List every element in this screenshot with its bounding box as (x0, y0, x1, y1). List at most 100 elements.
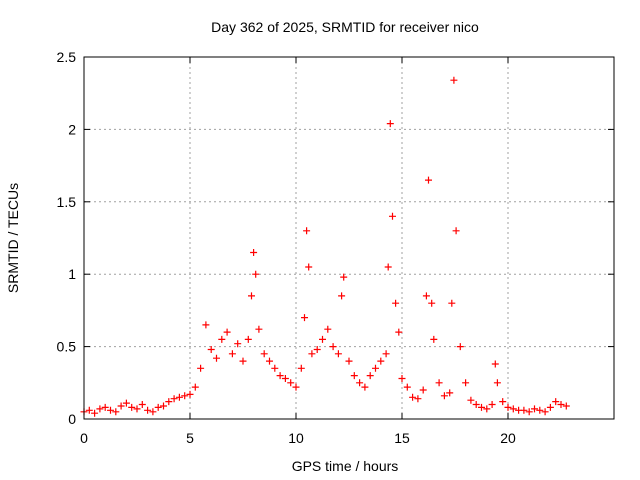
data-point (520, 406, 528, 414)
data-point (483, 405, 491, 413)
data-point (425, 176, 432, 184)
x-tick-label: 10 (288, 430, 304, 446)
data-point (491, 360, 499, 368)
data-point (271, 364, 279, 372)
data-point (428, 299, 436, 307)
data-point (186, 390, 194, 398)
data-point (313, 346, 321, 353)
data-point (546, 403, 554, 411)
data-point (281, 375, 289, 382)
data-point (91, 409, 99, 417)
y-tick-labels: 0 0.5 1 1.5 2 2.5 (57, 49, 77, 427)
data-point (303, 227, 311, 235)
data-point (446, 389, 454, 397)
x-tick-label: 20 (500, 430, 516, 446)
data-point (334, 350, 342, 358)
data-point (345, 357, 353, 365)
data-point (107, 406, 114, 414)
data-point (440, 392, 448, 400)
data-point (525, 408, 533, 416)
data-point (197, 364, 205, 372)
data-point (389, 212, 396, 220)
data-point (557, 401, 565, 408)
data-point (414, 395, 422, 403)
data-point (234, 340, 242, 348)
data-point (266, 357, 273, 365)
y-tick-label: 0 (68, 411, 76, 427)
grid-lines (84, 57, 614, 419)
data-point (504, 403, 512, 411)
plot-frame (83, 56, 615, 420)
data-point (297, 364, 305, 372)
data-point (562, 402, 570, 410)
data-point (301, 314, 308, 322)
data-point (472, 401, 480, 408)
data-point (382, 350, 390, 358)
data-point (248, 292, 255, 300)
data-point (276, 372, 284, 380)
data-point (239, 357, 247, 365)
data-point (202, 321, 210, 329)
data-point (223, 328, 231, 336)
data-point (493, 379, 501, 387)
data-point (450, 76, 458, 84)
data-point (96, 405, 104, 413)
data-point (499, 398, 507, 406)
y-tick-label: 2 (68, 121, 76, 137)
data-point (305, 263, 313, 271)
data-point (250, 249, 258, 256)
data-point (361, 383, 369, 391)
data-point (478, 403, 485, 411)
y-tick-label: 2.5 (57, 49, 77, 65)
data-point (552, 398, 560, 406)
x-tick-label: 5 (186, 430, 194, 446)
data-point (149, 408, 157, 416)
data-point (509, 405, 517, 413)
x-tick-label: 0 (80, 430, 88, 446)
data-point (488, 401, 496, 408)
data-point (181, 392, 189, 400)
data-point (218, 335, 226, 343)
chart-title: Day 362 of 2025, SRMTID for receiver nic… (211, 19, 479, 35)
y-tick-label: 1.5 (57, 194, 77, 210)
data-point (541, 408, 549, 416)
data-point (324, 325, 332, 333)
data-point (170, 395, 178, 403)
data-point (422, 292, 430, 300)
data-point (228, 350, 236, 358)
data-point (467, 396, 475, 404)
data-point (191, 383, 199, 391)
data-point (244, 335, 252, 343)
x-tick-label: 15 (394, 430, 410, 446)
data-point (122, 399, 130, 407)
data-point (308, 350, 316, 358)
data-point (85, 406, 93, 414)
data-point (292, 383, 300, 391)
data-point (398, 375, 406, 382)
data-point (165, 398, 173, 406)
data-point (366, 372, 374, 380)
data-point (403, 383, 411, 391)
data-point (175, 393, 183, 401)
data-point (356, 379, 364, 387)
data-point (138, 401, 146, 408)
data-point (112, 408, 120, 416)
data-point (287, 379, 295, 387)
data-point (144, 406, 152, 414)
data-point (372, 364, 379, 372)
x-axis-label: GPS time / hours (292, 458, 399, 474)
data-point (386, 120, 394, 128)
data-point (456, 343, 464, 351)
data-point (213, 354, 220, 362)
data-point (255, 325, 263, 333)
data-point (430, 335, 438, 343)
data-point (392, 299, 400, 307)
data-point (395, 328, 403, 336)
data-point (329, 343, 337, 351)
x-tick-labels: 0 5 10 15 20 (80, 430, 516, 446)
data-point (128, 403, 136, 411)
data-point (319, 335, 326, 343)
data-point (252, 270, 260, 278)
data-point (419, 386, 427, 394)
